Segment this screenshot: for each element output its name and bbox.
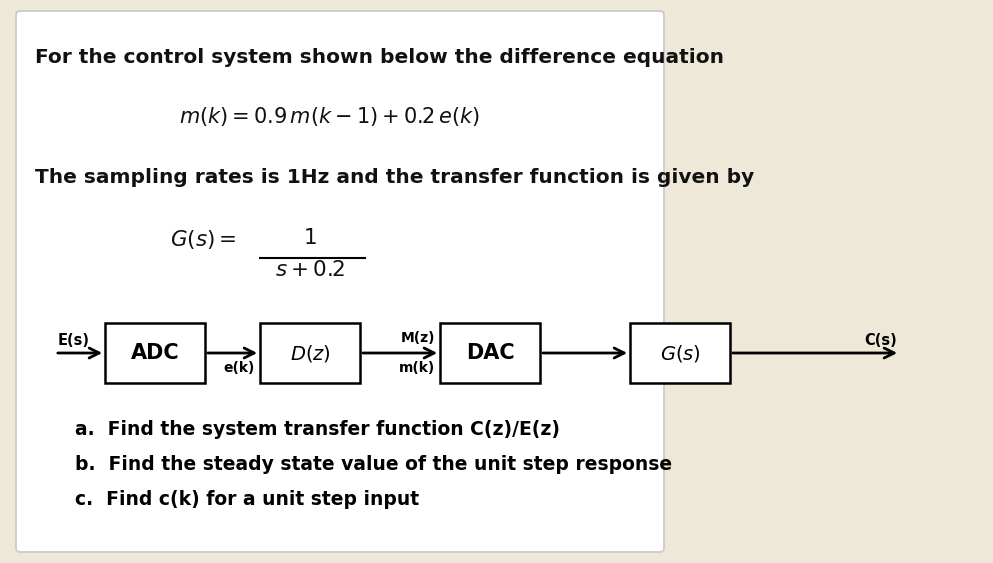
Text: a.  Find the system transfer function C(z)/E(z): a. Find the system transfer function C(z… [75,420,560,439]
Text: E(s): E(s) [58,333,90,348]
FancyBboxPatch shape [16,11,664,552]
Text: $1$: $1$ [303,228,317,248]
Text: b.  Find the steady state value of the unit step response: b. Find the steady state value of the un… [75,455,672,474]
Bar [440,323,540,383]
Text: DAC: DAC [466,343,514,363]
Bar [260,323,360,383]
Text: $s + 0.2$: $s + 0.2$ [275,260,346,280]
Bar [105,323,205,383]
Text: $G(s) =$: $G(s) =$ [170,228,236,251]
Text: ADC: ADC [131,343,180,363]
Text: m(k): m(k) [399,361,435,375]
Text: C(s): C(s) [864,333,897,348]
Text: $D(z)$: $D(z)$ [290,342,331,364]
Text: For the control system shown below the difference equation: For the control system shown below the d… [35,48,724,67]
Text: M(z): M(z) [400,331,435,345]
Text: The sampling rates is 1Hz and the transfer function is given by: The sampling rates is 1Hz and the transf… [35,168,755,187]
Text: e(k): e(k) [223,361,255,375]
Text: $G(s)$: $G(s)$ [659,342,700,364]
Bar [630,323,730,383]
Text: c.  Find c(k) for a unit step input: c. Find c(k) for a unit step input [75,490,419,509]
Text: $m(k) = 0.9\,m(k - 1) + 0.2\,e(k)$: $m(k) = 0.9\,m(k - 1) + 0.2\,e(k)$ [180,105,481,128]
